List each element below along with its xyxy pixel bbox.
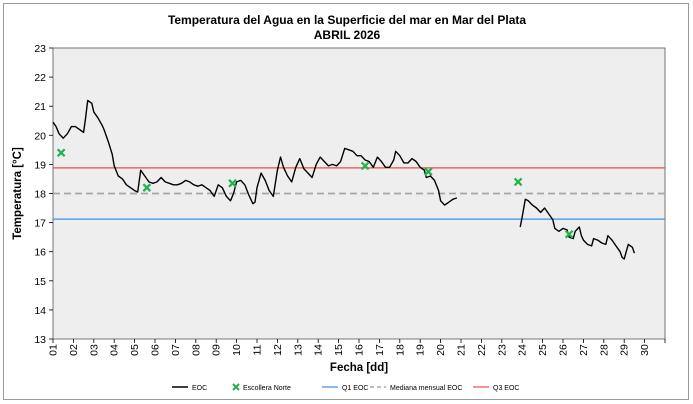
y-tick-label: 21 — [34, 101, 46, 113]
chart-subtitle: ABRIL 2026 — [314, 28, 381, 42]
escollera-point — [424, 167, 433, 176]
legend-item-q3: Q3 EOC — [473, 385, 519, 392]
y-tick-label: 16 — [34, 247, 46, 259]
x-tick-label: 12 — [272, 344, 284, 356]
escollera-point — [228, 179, 237, 188]
x-tick-label: 10 — [231, 344, 243, 356]
x-tick-label: 28 — [598, 344, 610, 356]
eoc-line — [52, 99, 458, 206]
x-tick-label: 22 — [476, 344, 488, 356]
x-tick-label: 18 — [394, 344, 406, 356]
escollera-point — [142, 183, 152, 192]
x-tick-label: 21 — [456, 344, 468, 356]
x-tick-label: 24 — [517, 344, 529, 356]
x-tick-label: 13 — [292, 344, 304, 356]
escollera-series — [56, 148, 574, 239]
x-tick-label: 14 — [313, 344, 325, 356]
x-tick-label: 03 — [88, 344, 100, 356]
y-tick-label: 15 — [34, 276, 46, 288]
legend-label: Escollera Norte — [243, 385, 291, 392]
legend-item-q1: Q1 EOC — [322, 385, 368, 392]
x-tick-label: 15 — [333, 344, 345, 356]
escollera-point — [513, 177, 523, 187]
y-tick-label: 17 — [34, 218, 46, 230]
y-tick-label: 14 — [34, 305, 46, 317]
y-tick-label: 13 — [34, 334, 46, 346]
x-tick-label: 04 — [109, 344, 121, 356]
escollera-point — [564, 229, 574, 239]
x-tick-label: 19 — [415, 344, 427, 356]
legend-label: Mediana mensual EOC — [390, 385, 462, 392]
x-tick-label: 26 — [558, 344, 570, 356]
reference-lines — [53, 167, 665, 220]
legend-item-escollera-norte: Escollera Norte — [232, 383, 291, 392]
x-axis: 01 02 03 04 05 06 07 08 09 10 11 12 13 14 15 16 17 18 19 20… — [48, 339, 666, 356]
eoc-line — [519, 198, 636, 260]
legend-label: Q3 EOC — [493, 385, 519, 392]
x-tick-label: 23 — [496, 344, 508, 356]
y-tick-label: 18 — [34, 189, 46, 201]
legend-item-mediana: Mediana mensual EOC — [370, 385, 462, 392]
x-tick-label: 05 — [129, 344, 141, 356]
escollera-point — [360, 161, 370, 171]
y-tick-label: 20 — [34, 130, 46, 142]
x-tick-label: 16 — [354, 344, 366, 356]
x-tick-label: 17 — [374, 344, 386, 356]
x-tick-label: 29 — [619, 344, 631, 356]
y-tick-label: 19 — [34, 159, 46, 171]
x-tick-label: 27 — [578, 344, 590, 356]
chart-title: Temperatura del Agua en la Superficie de… — [168, 13, 526, 27]
x-tick-label: 07 — [170, 344, 182, 356]
legend-label: Q1 EOC — [342, 385, 368, 392]
x-tick-label: 01 — [48, 344, 60, 356]
eoc-series — [52, 99, 636, 260]
x-tick-label: 09 — [211, 344, 223, 356]
legend: EOC Escollera Norte Q1 EOC Mediana mensu… — [172, 383, 519, 392]
y-axis-label: Temperatura [°C] — [12, 147, 24, 240]
y-tick-label: 23 — [34, 43, 46, 55]
y-tick-label: 22 — [34, 72, 46, 84]
x-tick-label: 30 — [639, 344, 651, 356]
x-tick-label: 06 — [150, 344, 162, 356]
x-tick-label: 08 — [190, 344, 202, 356]
x-tick-label: 02 — [68, 344, 80, 356]
legend-label: EOC — [192, 385, 207, 392]
x-tick-label: 25 — [537, 344, 549, 356]
legend-item-eoc: EOC — [172, 385, 207, 392]
x-marker-icon — [232, 383, 240, 391]
escollera-point — [56, 148, 66, 158]
y-axis: 13 14 15 16 17 18 19 20 21 22 23 — [34, 43, 53, 346]
x-tick-label: 20 — [435, 344, 447, 356]
x-tick-label: 11 — [252, 344, 264, 355]
x-axis-label: Fecha [dd] — [330, 362, 388, 374]
